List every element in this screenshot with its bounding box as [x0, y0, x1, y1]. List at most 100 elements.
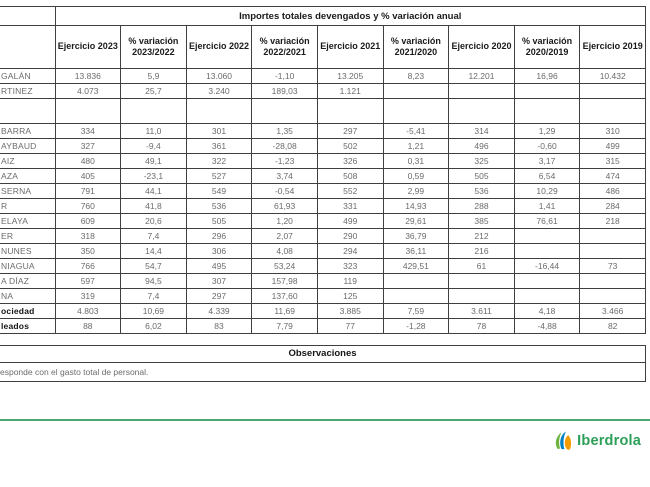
importes-table: Importes totales devengados y % variació…	[0, 6, 646, 334]
value-cell: 13.060	[185, 68, 253, 84]
value-cell: -4,88	[513, 318, 581, 334]
value-cell: 495	[185, 258, 253, 274]
table-row: leados 88 6,02 83 7,79 77 -1,28 78 -4,88 82	[0, 318, 646, 334]
value-cell: -23,1	[120, 168, 187, 184]
value-cell: -9,4	[120, 138, 187, 154]
row-label: ELAYA	[0, 213, 56, 229]
value-cell: 11,0	[120, 123, 187, 139]
observations-box: Observaciones esponde con el gasto total…	[0, 345, 646, 382]
value-cell: 552	[316, 183, 384, 199]
row-label: A DÍAZ	[0, 273, 56, 289]
row-label: SERNA	[0, 183, 56, 199]
value-cell: -1,28	[382, 318, 450, 334]
table-row: NUNES 350 14,4 306 4,08 294 36,11 216	[0, 243, 646, 259]
row-label: AIZ	[0, 153, 56, 169]
table-row: AZA 405 -23,1 527 3,74 508 0,59 505 6,54 474	[0, 168, 646, 184]
footer-divider	[0, 419, 650, 421]
value-cell: 4.339	[185, 303, 253, 319]
value-cell: 3,17	[513, 153, 581, 169]
value-cell: 10,29	[513, 183, 581, 199]
value-cell: 597	[54, 273, 122, 289]
table-row: ELAYA 609 20,6 505 1,20 499 29,61 385 76,61 218	[0, 213, 646, 229]
name-column-header-empty-2	[0, 25, 56, 69]
value-cell: 323	[316, 258, 384, 274]
value-cell: -0,54	[251, 183, 318, 199]
column-header-row: Ejercicio 2023% variación 2023/2022 Ejerc…	[0, 25, 646, 69]
value-cell: 496	[448, 138, 515, 154]
value-cell: 14,4	[120, 243, 187, 259]
value-cell: 3,74	[251, 168, 318, 184]
value-cell	[120, 98, 187, 124]
value-cell: 791	[54, 183, 122, 199]
value-cell: 325	[448, 153, 515, 169]
value-cell: 73	[579, 258, 646, 274]
row-label: BARRA	[0, 123, 56, 139]
table-row: SERNA 791 44,1 549 -0,54 552 2,99 536 10,29 486	[0, 183, 646, 199]
value-cell: 61	[448, 258, 515, 274]
value-cell: -5,41	[382, 123, 450, 139]
value-cell	[382, 288, 450, 304]
value-cell: 297	[185, 288, 253, 304]
value-cell: 322	[185, 153, 253, 169]
value-cell: 125	[316, 288, 384, 304]
value-cell	[185, 98, 253, 124]
column-header: Ejercicio 2022	[185, 25, 253, 69]
row-label: NIAGUA	[0, 258, 56, 274]
value-cell: 6,02	[120, 318, 187, 334]
value-cell: 499	[579, 138, 646, 154]
observations-text: esponde con el gasto total de personal.	[0, 367, 149, 377]
value-cell	[448, 83, 515, 99]
value-cell: 609	[54, 213, 122, 229]
name-column-header-empty	[0, 6, 56, 26]
value-cell: 327	[54, 138, 122, 154]
value-cell: 1,41	[513, 198, 581, 214]
value-cell: 319	[54, 288, 122, 304]
value-cell: 306	[185, 243, 253, 259]
value-cell: 290	[316, 228, 384, 244]
value-cell	[316, 98, 384, 124]
value-cell: 429,51	[382, 258, 450, 274]
value-cell: 94,5	[120, 273, 187, 289]
value-cell: 536	[448, 183, 515, 199]
value-cell: 7,4	[120, 288, 187, 304]
value-cell: 6,54	[513, 168, 581, 184]
value-cell: 508	[316, 168, 384, 184]
value-cell: 13.205	[316, 68, 384, 84]
value-cell: 12.201	[448, 68, 515, 84]
column-header: Ejercicio 2023	[54, 25, 122, 69]
table-title: Importes totales devengados y % variació…	[54, 6, 646, 26]
value-cell: 307	[185, 273, 253, 289]
observations-title: Observaciones	[0, 346, 645, 363]
value-cell	[448, 98, 515, 124]
column-header: Ejercicio 2021	[316, 25, 384, 69]
value-cell: 61,93	[251, 198, 318, 214]
value-cell: 527	[185, 168, 253, 184]
row-label: R	[0, 198, 56, 214]
row-label: NA	[0, 288, 56, 304]
value-cell: 7,4	[120, 228, 187, 244]
value-cell: 318	[54, 228, 122, 244]
value-cell	[579, 273, 646, 289]
row-label	[0, 98, 56, 124]
iberdrola-flame-icon	[556, 431, 572, 450]
value-cell: 13.836	[54, 68, 122, 84]
value-cell: 288	[448, 198, 515, 214]
table-row: ociedad 4.803 10,69 4.339 11,69 3.885 7,59 3.61…	[0, 303, 646, 319]
value-cell	[513, 98, 581, 124]
value-cell: 25,7	[120, 83, 187, 99]
value-cell: 88	[54, 318, 122, 334]
value-cell: 331	[316, 198, 384, 214]
value-cell: 0,59	[382, 168, 450, 184]
value-cell: 14,93	[382, 198, 450, 214]
value-cell: 189,03	[251, 83, 318, 99]
value-cell: 10,69	[120, 303, 187, 319]
remuneration-table-section: Importes totales devengados y % variació…	[0, 6, 646, 334]
table-row: BARRA 334 11,0 301 1,35 297 -5,41 314 1,29 310	[0, 123, 646, 139]
value-cell: -1,23	[251, 153, 318, 169]
value-cell: 212	[448, 228, 515, 244]
value-cell: 54,7	[120, 258, 187, 274]
value-cell: 53,24	[251, 258, 318, 274]
value-cell: 78	[448, 318, 515, 334]
value-cell: 36,79	[382, 228, 450, 244]
value-cell: 3.466	[579, 303, 646, 319]
